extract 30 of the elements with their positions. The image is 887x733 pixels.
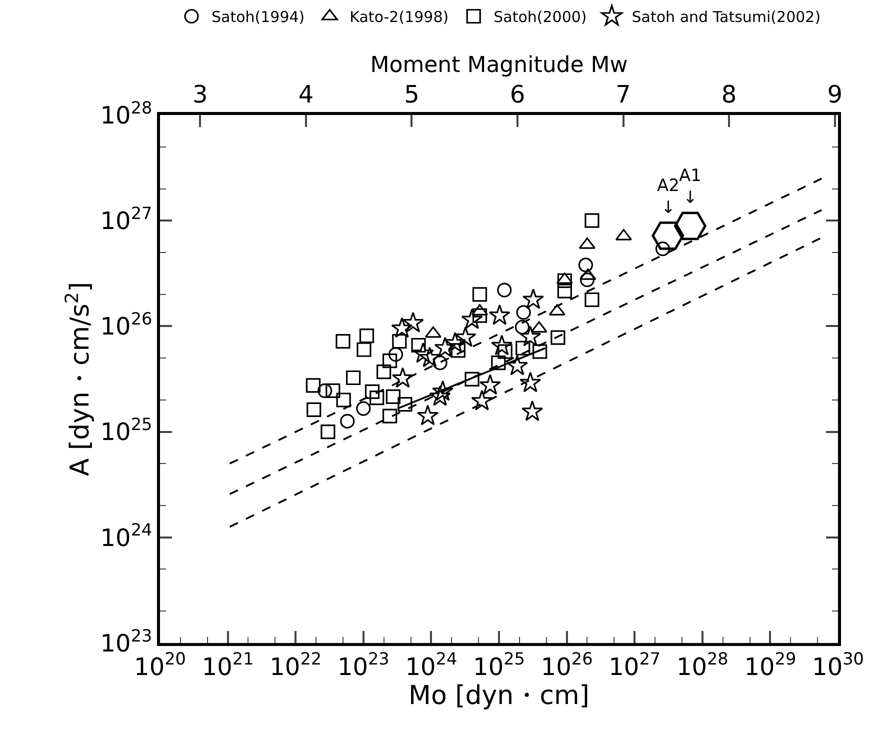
x2-tick-label: 8 <box>721 80 737 108</box>
x-tick-label: 10$^{27}$ <box>608 648 661 681</box>
x2-tick-label: 6 <box>510 80 526 108</box>
x-tick-label: 10$^{28}$ <box>676 648 728 681</box>
y-tick-label: 10$^{28}$ <box>100 97 152 130</box>
y-tick-label: 10$^{25}$ <box>100 414 152 446</box>
x2-tick-label: 3 <box>192 80 208 108</box>
x-axis-title: Mo [dyn・cm] <box>408 680 590 711</box>
x2-tick-label: 4 <box>298 80 314 108</box>
x-tick-label: 10$^{23}$ <box>337 648 390 681</box>
x2-tick-label: 7 <box>616 80 631 108</box>
x-tick-label: 10$^{22}$ <box>270 648 322 681</box>
legend-label: Satoh(2000) <box>494 8 587 26</box>
x2-axis-title: Moment Magnitude Mw <box>370 53 628 78</box>
x2-tick-label: 9 <box>827 80 842 108</box>
annotation: A2 ↓ <box>657 176 680 218</box>
x-tick-label: 10$^{29}$ <box>744 648 796 681</box>
legend-label: Kato-2(1998) <box>350 8 449 26</box>
x-tick-label: 10$^{24}$ <box>405 648 458 681</box>
y-tick-label: 10$^{24}$ <box>100 520 152 552</box>
x-tick-label: 10$^{21}$ <box>202 648 254 681</box>
x-tick-label: 10$^{25}$ <box>473 648 525 681</box>
x2-tick-label: 5 <box>404 80 420 108</box>
x-tick-label: 10$^{26}$ <box>540 648 593 681</box>
y-tick-label: 10$^{26}$ <box>100 308 152 341</box>
legend-label: Satoh(1994) <box>212 8 305 26</box>
x-tick-label: 10$^{30}$ <box>812 648 864 681</box>
y-tick-label: 10$^{27}$ <box>100 202 152 235</box>
annotation: A1 ↓ <box>679 166 702 208</box>
legend-label: Satoh and Tatsumi(2002) <box>632 8 821 26</box>
